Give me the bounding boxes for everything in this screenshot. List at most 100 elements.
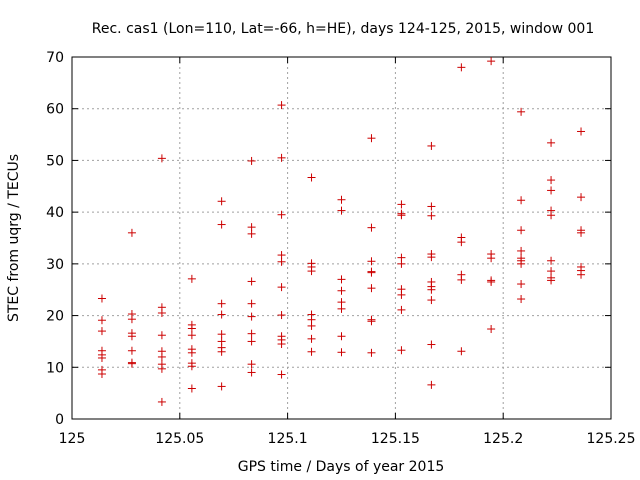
- data-point: [517, 196, 526, 205]
- data-point: [367, 317, 376, 326]
- data-point: [487, 277, 496, 286]
- data-point: [97, 327, 106, 336]
- data-point: [337, 206, 346, 215]
- data-point: [547, 211, 556, 220]
- data-point: [547, 267, 556, 276]
- data-point: [367, 257, 376, 266]
- data-point: [427, 141, 436, 150]
- x-tick-label: 125.1: [268, 431, 308, 447]
- data-point: [247, 229, 256, 238]
- data-point: [457, 238, 466, 247]
- data-point: [247, 360, 256, 369]
- data-points: [97, 57, 586, 406]
- data-point: [277, 257, 286, 266]
- data-point: [427, 211, 436, 220]
- data-point: [427, 253, 436, 262]
- data-point: [337, 348, 346, 357]
- data-point: [247, 299, 256, 308]
- data-point: [367, 134, 376, 143]
- data-point: [217, 197, 226, 206]
- data-point: [427, 202, 436, 211]
- data-point: [127, 332, 136, 341]
- data-point: [577, 270, 586, 279]
- data-point: [397, 305, 406, 314]
- x-tick-label: 125.25: [587, 431, 636, 447]
- data-point: [157, 308, 166, 317]
- data-point: [427, 340, 436, 349]
- data-point: [97, 353, 106, 362]
- data-point: [187, 348, 196, 357]
- data-point: [157, 154, 166, 163]
- x-tick-label: 125.05: [155, 431, 204, 447]
- data-point: [577, 228, 586, 237]
- data-point: [277, 340, 286, 349]
- data-point: [367, 268, 376, 277]
- data-point: [157, 352, 166, 361]
- data-point: [487, 254, 496, 263]
- y-tick-label: 60: [46, 102, 64, 118]
- data-point: [397, 211, 406, 220]
- data-point: [427, 296, 436, 305]
- data-point: [397, 200, 406, 209]
- data-point: [277, 283, 286, 292]
- x-tick-label: 125: [59, 431, 86, 447]
- data-point: [187, 274, 196, 283]
- data-point: [307, 321, 316, 330]
- data-point: [187, 331, 196, 340]
- data-point: [277, 210, 286, 219]
- data-point: [247, 156, 256, 165]
- data-point: [187, 384, 196, 393]
- y-tick-label: 20: [46, 309, 64, 325]
- data-point: [337, 195, 346, 204]
- data-point: [517, 107, 526, 116]
- data-point: [547, 186, 556, 195]
- data-point: [367, 223, 376, 232]
- y-tick-label: 50: [46, 153, 64, 169]
- data-point: [307, 267, 316, 276]
- data-point: [547, 176, 556, 185]
- y-axis-label: STEC from uqrg / TECUs: [6, 154, 22, 322]
- data-point: [247, 337, 256, 346]
- data-point: [547, 138, 556, 147]
- data-point: [577, 127, 586, 136]
- data-point: [397, 259, 406, 268]
- data-point: [157, 364, 166, 373]
- data-point: [127, 228, 136, 237]
- data-point: [217, 220, 226, 229]
- data-point: [247, 329, 256, 338]
- data-point: [277, 153, 286, 162]
- data-point: [457, 275, 466, 284]
- data-point: [487, 325, 496, 334]
- data-point: [277, 251, 286, 260]
- data-point: [517, 295, 526, 304]
- data-point: [277, 370, 286, 379]
- x-axis-label: GPS time / Days of year 2015: [238, 459, 445, 475]
- plot-frame: [71, 56, 612, 420]
- data-point: [247, 368, 256, 377]
- y-tick-label: 70: [46, 50, 64, 66]
- data-point: [217, 310, 226, 319]
- data-point: [307, 173, 316, 182]
- data-point: [547, 276, 556, 285]
- axes: 125 125.05 125.1 125.15 125.2 125.25 0 10 20 30 40…: [46, 50, 635, 447]
- grid-lines: [72, 57, 611, 419]
- data-point: [157, 397, 166, 406]
- data-point: [307, 347, 316, 356]
- data-point: [397, 346, 406, 355]
- data-point: [187, 324, 196, 333]
- y-tick-label: 10: [46, 360, 64, 376]
- data-point: [547, 256, 556, 265]
- chart-title: Rec. cas1 (Lon=110, Lat=-66, h=HE), days…: [92, 21, 594, 37]
- data-point: [187, 362, 196, 371]
- x-tick-label: 125.2: [483, 431, 523, 447]
- data-point: [427, 285, 436, 294]
- data-point: [217, 330, 226, 339]
- data-point: [337, 332, 346, 341]
- data-point: [427, 380, 436, 389]
- data-point: [457, 347, 466, 356]
- data-point: [487, 57, 496, 66]
- x-tick-label: 125.15: [371, 431, 420, 447]
- data-point: [277, 311, 286, 320]
- data-point: [157, 331, 166, 340]
